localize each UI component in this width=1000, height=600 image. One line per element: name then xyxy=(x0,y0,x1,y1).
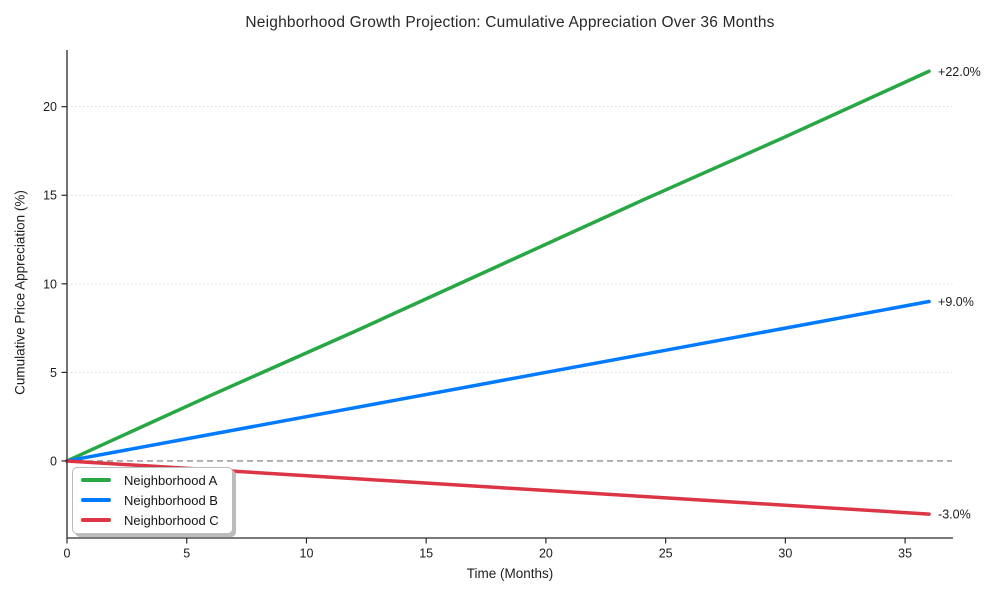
x-tick-label-35: 35 xyxy=(898,547,912,561)
series-line-neighborhood-a xyxy=(65,69,931,463)
legend-item-neighborhood-a[interactable]: Neighborhood A xyxy=(81,470,219,490)
x-tick-label-0: 0 xyxy=(64,547,71,561)
x-tick-label-15: 15 xyxy=(419,547,433,561)
y-tick-label-15: 15 xyxy=(43,189,57,203)
end-label-neighborhood-b: +9.0% xyxy=(938,295,974,309)
legend-label-neighborhood-b: Neighborhood B xyxy=(124,492,218,508)
x-tick-label-25: 25 xyxy=(659,547,673,561)
legend[interactable]: Neighborhood A Neighborhood B Neighborho… xyxy=(72,467,233,534)
y-tick-label-0: 0 xyxy=(50,454,57,468)
legend-swatch-blue xyxy=(81,498,111,502)
end-label-neighborhood-c: -3.0% xyxy=(938,508,971,522)
x-tick-label-10: 10 xyxy=(300,547,314,561)
legend-item-neighborhood-b[interactable]: Neighborhood B xyxy=(81,490,219,510)
series-line-neighborhood-b xyxy=(65,299,931,463)
legend-swatch-red xyxy=(81,518,111,522)
x-tick-label-20: 20 xyxy=(539,547,553,561)
legend-label-neighborhood-a: Neighborhood A xyxy=(124,472,218,488)
y-tick-label-10: 10 xyxy=(43,277,57,291)
y-tick-label-5: 5 xyxy=(50,366,57,380)
legend-item-neighborhood-c[interactable]: Neighborhood C xyxy=(81,510,219,530)
x-tick-label-5: 5 xyxy=(183,547,190,561)
x-tick-label-30: 30 xyxy=(778,547,792,561)
chart-title: Neighborhood Growth Projection: Cumulati… xyxy=(245,14,775,31)
legend-label-neighborhood-c: Neighborhood C xyxy=(124,512,219,528)
x-axis-label: Time (Months) xyxy=(466,566,554,581)
y-tick-label-20: 20 xyxy=(43,100,57,114)
legend-swatch-green xyxy=(81,478,111,482)
end-label-neighborhood-a: +22.0% xyxy=(938,65,981,79)
